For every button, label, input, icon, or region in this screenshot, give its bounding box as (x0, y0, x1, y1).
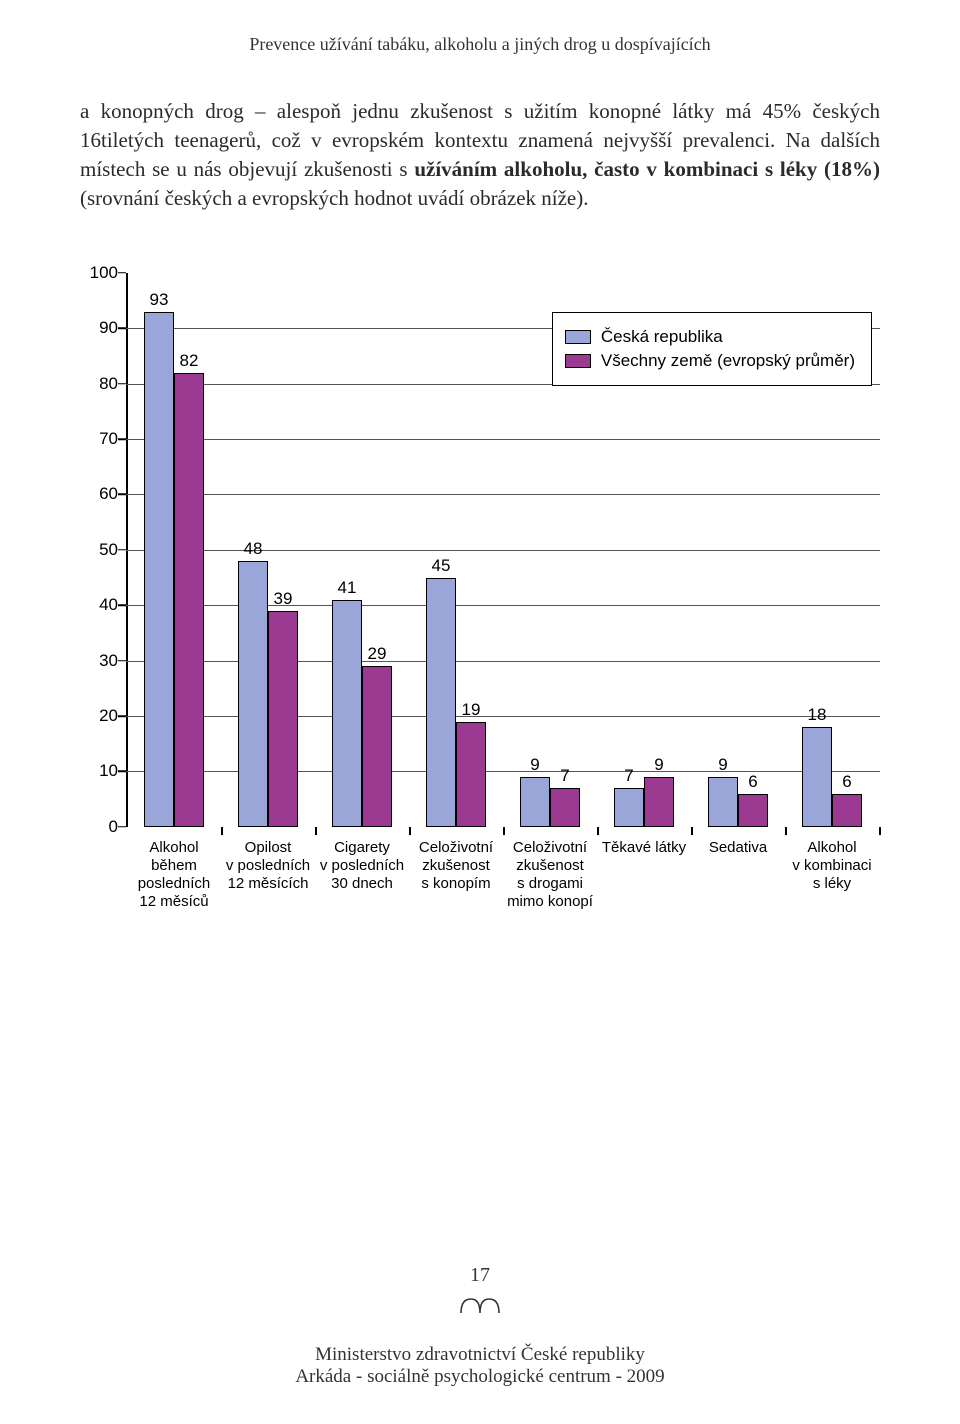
x-tick (597, 827, 599, 835)
bar (738, 794, 768, 827)
y-tick-label: 90 (80, 318, 118, 338)
bar (362, 666, 392, 827)
bar (426, 578, 456, 827)
body-paragraph: a konopných drog – alespoň jednu zkušeno… (80, 97, 880, 213)
y-tick (118, 826, 126, 828)
publisher-line-2: Arkáda - sociálně psychologické centrum … (0, 1366, 960, 1388)
chart-container: 0102030405060708090100938248394129451997… (80, 273, 880, 873)
bar-value-label: 6 (748, 772, 757, 792)
page-number: 17 (0, 1264, 960, 1287)
ornament-icon (451, 1293, 509, 1317)
legend-item: Všechny země (evropský průměr) (565, 351, 855, 371)
page: Prevence užívání tabáku, alkoholu a jiný… (0, 0, 960, 1424)
y-tick (118, 771, 126, 773)
y-tick-label: 10 (80, 761, 118, 781)
x-category-label: Alkoholběhemposledních12 měsíců (127, 839, 221, 911)
bar (520, 777, 550, 827)
bar (802, 727, 832, 827)
x-tick (409, 827, 411, 835)
x-category-label: Cigaretyv posledních30 dnech (315, 839, 409, 893)
body-bold: užíváním alkoholu, často v kombinaci s l… (414, 157, 880, 181)
publisher-line-1: Ministerstvo zdravotnictví České republi… (0, 1344, 960, 1366)
y-tick (118, 328, 126, 330)
y-tick (118, 383, 126, 385)
bar (174, 373, 204, 827)
bar-value-label: 7 (624, 766, 633, 786)
x-tick (315, 827, 317, 835)
y-tick-label: 80 (80, 374, 118, 394)
x-category-label: Alkoholv kombinacis léky (785, 839, 879, 893)
bar (268, 611, 298, 827)
y-tick-label: 100 (80, 263, 118, 283)
legend-label: Všechny země (evropský průměr) (601, 351, 855, 371)
bar (456, 722, 486, 827)
bar-value-label: 9 (654, 755, 663, 775)
x-tick (879, 827, 881, 835)
y-tick-label: 70 (80, 429, 118, 449)
bar (708, 777, 738, 827)
y-tick-label: 0 (80, 817, 118, 837)
bar-value-label: 7 (560, 766, 569, 786)
x-tick (221, 827, 223, 835)
bar-value-label: 6 (842, 772, 851, 792)
bar-value-label: 41 (338, 578, 357, 598)
y-tick-label: 30 (80, 651, 118, 671)
legend-swatch (565, 330, 591, 344)
running-head: Prevence užívání tabáku, alkoholu a jiný… (80, 34, 880, 55)
bar (144, 312, 174, 827)
legend-label: Česká republika (601, 327, 723, 347)
bar-value-label: 18 (808, 705, 827, 725)
y-tick (118, 549, 126, 551)
bar-value-label: 9 (718, 755, 727, 775)
y-tick-label: 60 (80, 484, 118, 504)
x-tick (785, 827, 787, 835)
legend-item: Česká republika (565, 327, 855, 347)
bar-value-label: 19 (462, 700, 481, 720)
x-category-label: Celoživotnízkušenosts drogamimimo konopí (503, 839, 597, 911)
x-tick (691, 827, 693, 835)
legend-swatch (565, 354, 591, 368)
y-tick (118, 494, 126, 496)
x-category-label: Opilostv posledních12 měsících (221, 839, 315, 893)
x-category-label: Sedativa (691, 839, 785, 857)
x-category-label: Těkavé látky (597, 839, 691, 857)
x-tick (503, 827, 505, 835)
bar (614, 788, 644, 827)
bar (332, 600, 362, 827)
bar-value-label: 9 (530, 755, 539, 775)
bar-value-label: 39 (274, 589, 293, 609)
y-tick (118, 660, 126, 662)
x-category-label: Celoživotnízkušenosts konopím (409, 839, 503, 893)
bar (238, 561, 268, 827)
y-tick-label: 20 (80, 706, 118, 726)
body-post: (srovnání českých a evropských hodnot uv… (80, 186, 589, 210)
bar-value-label: 82 (180, 351, 199, 371)
legend: Česká republika Všechny země (evropský pr… (552, 312, 872, 386)
y-tick (118, 605, 126, 607)
page-footer: 17 Ministerstvo zdravotnictví České repu… (0, 1264, 960, 1388)
bar (644, 777, 674, 827)
bar (550, 788, 580, 827)
y-tick (118, 438, 126, 440)
y-tick (118, 715, 126, 717)
y-tick-label: 40 (80, 595, 118, 615)
bar-value-label: 45 (432, 556, 451, 576)
bar-value-label: 93 (150, 290, 169, 310)
bar-chart: 0102030405060708090100938248394129451997… (80, 273, 880, 873)
y-tick-label: 50 (80, 540, 118, 560)
bar (832, 794, 862, 827)
y-tick (118, 272, 126, 274)
bar-value-label: 29 (368, 644, 387, 664)
bar-value-label: 48 (244, 539, 263, 559)
